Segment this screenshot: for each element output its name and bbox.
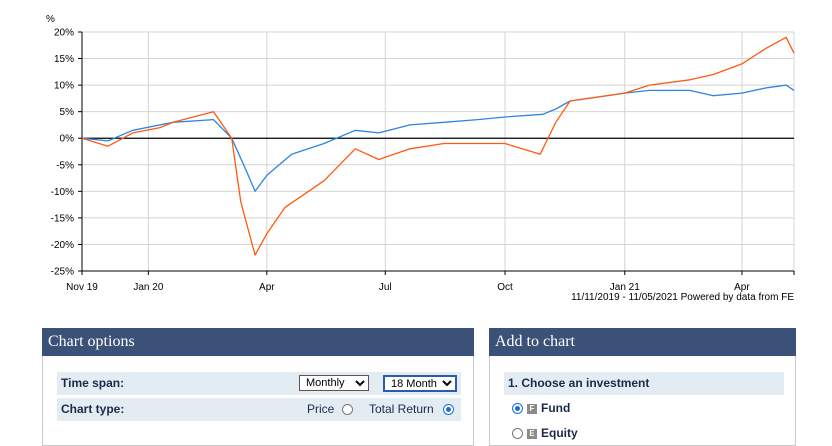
x-tick-label: Apr	[734, 282, 750, 293]
period-select[interactable]: 18 Months	[383, 375, 457, 392]
x-tick-label: Jan 20	[133, 282, 163, 293]
fund-tag-icon: F	[527, 403, 537, 414]
total-return-label: Total Return	[369, 402, 434, 416]
y-tick-label: -15%	[51, 213, 74, 224]
y-unit-label: %	[46, 14, 55, 25]
chart-source-note: 11/11/2019 - 11/05/2021 Powered by data …	[571, 292, 794, 303]
x-tick-label: Oct	[497, 282, 513, 293]
choose-investment-row: 1. Choose an investment	[504, 372, 784, 395]
price-radio[interactable]	[342, 404, 353, 415]
chart-options-title: Chart options	[48, 333, 135, 350]
y-tick-label: 20%	[54, 28, 74, 39]
y-tick-label: 10%	[54, 81, 74, 92]
investment-option-fund[interactable]: F Fund	[512, 400, 570, 416]
x-tick-label: Apr	[259, 282, 275, 293]
chart-series	[81, 36, 795, 256]
x-tick-label: Jul	[379, 282, 392, 293]
equity-label: Equity	[541, 426, 578, 440]
chart-type-label: Chart type:	[61, 402, 125, 416]
add-to-chart-header: Add to chart	[489, 328, 796, 356]
x-axis: Nov 19 Jan 20 Apr Jul Oct Jan 21 Apr	[66, 270, 795, 293]
choose-investment-label: 1. Choose an investment	[508, 376, 650, 390]
fund-radio[interactable]	[512, 403, 523, 415]
y-tick-label: -10%	[51, 187, 74, 198]
y-tick-label: 5%	[60, 107, 75, 118]
chart-options-panel: Time span: Monthly 18 Months Chart type:…	[42, 356, 474, 446]
chart-options-header: Chart options	[42, 328, 474, 356]
equity-radio[interactable]	[512, 428, 523, 440]
chart-grid	[82, 31, 795, 272]
blue-series-line	[81, 84, 795, 192]
fund-label: Fund	[541, 401, 571, 415]
y-tick-label: -20%	[51, 240, 74, 251]
chart-type-row: Chart type: Price Total Return	[57, 398, 461, 421]
time-span-row: Time span: Monthly 18 Months	[57, 372, 461, 395]
y-tick-label: -25%	[51, 267, 74, 278]
y-axis: 20% 15% 10% 5% 0% -5% -10% -15% -20% -25%	[51, 28, 83, 278]
performance-chart: 20% 15% 10% 5% 0% -5% -10% -15% -20% -25% Nov 19 J…	[46, 14, 795, 303]
y-tick-label: 15%	[54, 54, 74, 65]
orange-series-line	[81, 36, 795, 256]
equity-tag-icon: E	[527, 428, 537, 439]
add-to-chart-panel: 1. Choose an investment F Fund E Equity	[489, 356, 796, 446]
y-tick-label: -5%	[56, 160, 74, 171]
time-span-label: Time span:	[61, 376, 125, 390]
add-to-chart-title: Add to chart	[495, 333, 575, 350]
price-label: Price	[307, 402, 335, 416]
x-tick-label: Nov 19	[66, 282, 98, 293]
y-tick-label: 0%	[60, 134, 75, 145]
total-return-radio[interactable]	[443, 404, 454, 415]
frequency-select[interactable]: Monthly	[299, 375, 369, 391]
x-tick-label: Jan 21	[610, 282, 640, 293]
